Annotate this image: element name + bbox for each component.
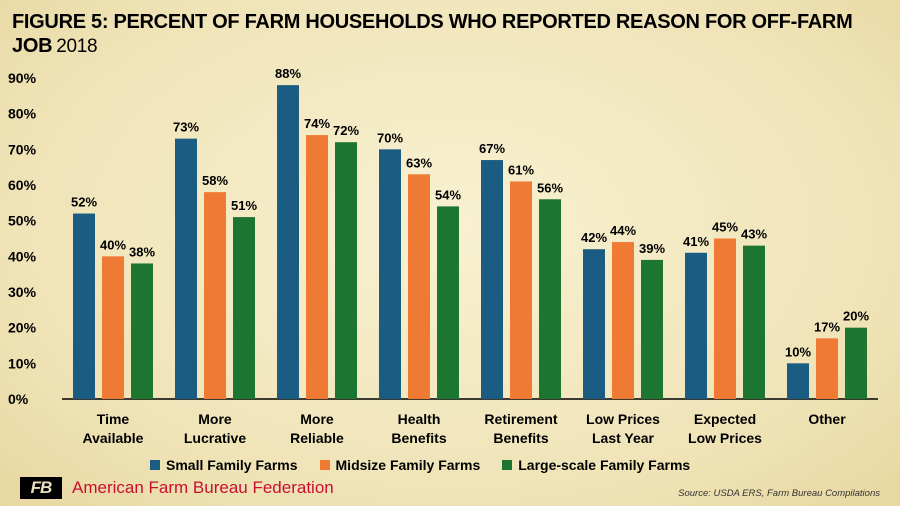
bar xyxy=(335,142,357,399)
bar xyxy=(73,213,95,399)
data-label: 41% xyxy=(683,234,709,249)
x-tick-label: Time xyxy=(97,411,130,427)
data-label: 39% xyxy=(639,241,665,256)
x-tick-label: Available xyxy=(83,430,144,446)
data-label: 45% xyxy=(712,220,738,235)
bar xyxy=(612,242,634,399)
y-tick-label: 70% xyxy=(8,141,37,157)
bar xyxy=(845,327,867,399)
x-tick-label: Expected xyxy=(694,411,756,427)
x-tick-label: More xyxy=(300,411,334,427)
bar xyxy=(233,217,255,399)
bar xyxy=(102,256,124,399)
afbf-logo-icon: FB xyxy=(20,477,62,499)
legend-item-small: Small Family Farms xyxy=(150,457,298,473)
x-tick-label: Other xyxy=(808,411,846,427)
y-tick-label: 80% xyxy=(8,106,37,122)
x-tick-label: Low Prices xyxy=(688,430,762,446)
legend-item-large: Large-scale Family Farms xyxy=(502,457,690,473)
data-label: 42% xyxy=(581,230,607,245)
y-tick-label: 10% xyxy=(8,355,37,371)
x-tick-label: Reliable xyxy=(290,430,344,446)
bar xyxy=(539,199,561,399)
legend-label-small: Small Family Farms xyxy=(166,457,298,473)
data-label: 43% xyxy=(741,227,767,242)
data-label: 73% xyxy=(173,120,199,135)
legend-swatch-large xyxy=(502,460,513,470)
legend: Small Family Farms Midsize Family Farms … xyxy=(150,457,690,473)
data-label: 10% xyxy=(785,344,811,359)
data-label: 51% xyxy=(231,198,257,213)
data-label: 38% xyxy=(129,244,155,259)
legend-swatch-midsize xyxy=(319,460,330,470)
x-tick-label: More xyxy=(198,411,232,427)
chart-title-text: FIGURE 5: PERCENT OF FARM HOUSEHOLDS WHO… xyxy=(12,11,853,57)
chart-title-year: 2018 xyxy=(56,36,98,57)
bar xyxy=(277,85,299,399)
bar xyxy=(685,252,707,399)
y-tick-label: 0% xyxy=(8,391,29,407)
data-label: 40% xyxy=(100,237,126,252)
y-tick-label: 60% xyxy=(8,177,37,193)
legend-item-midsize: Midsize Family Farms xyxy=(319,457,481,473)
x-tick-label: Benefits xyxy=(391,430,446,446)
bar xyxy=(481,160,503,399)
data-label: 70% xyxy=(377,130,403,145)
data-label: 63% xyxy=(406,155,432,170)
x-tick-label: Benefits xyxy=(493,430,548,446)
data-label: 56% xyxy=(537,180,563,195)
data-label: 54% xyxy=(435,187,461,202)
bar xyxy=(787,363,809,399)
legend-label-large: Large-scale Family Farms xyxy=(518,457,691,473)
footer-logo: FB American Farm Bureau Federation xyxy=(20,477,334,499)
data-label: 88% xyxy=(275,66,301,81)
data-label: 67% xyxy=(479,141,505,156)
chart-title: FIGURE 5: PERCENT OF FARM HOUSEHOLDS WHO… xyxy=(12,10,892,59)
bar xyxy=(714,238,736,399)
data-label: 44% xyxy=(610,223,636,238)
chart-title-block: FIGURE 5: PERCENT OF FARM HOUSEHOLDS WHO… xyxy=(12,10,892,59)
x-tick-label: Health xyxy=(398,411,441,427)
x-tick-label: Lucrative xyxy=(184,430,246,446)
x-tick-label: Last Year xyxy=(592,430,655,446)
bar xyxy=(131,263,153,399)
bar xyxy=(306,135,328,400)
bar xyxy=(641,259,663,399)
y-tick-label: 20% xyxy=(8,320,37,336)
bar xyxy=(204,192,226,399)
bar xyxy=(510,181,532,399)
data-label: 72% xyxy=(333,123,359,138)
data-label: 17% xyxy=(814,319,840,334)
bar xyxy=(437,206,459,399)
org-name: American Farm Bureau Federation xyxy=(72,478,334,497)
bar xyxy=(408,174,430,399)
data-label: 61% xyxy=(508,162,534,177)
data-label: 52% xyxy=(71,195,97,210)
source-note: Source: USDA ERS, Farm Bureau Compilatio… xyxy=(678,488,880,499)
bar xyxy=(379,149,401,399)
x-tick-label: Retirement xyxy=(484,411,557,427)
data-label: 58% xyxy=(202,173,228,188)
y-tick-label: 50% xyxy=(8,213,37,229)
bar xyxy=(583,249,605,399)
y-tick-label: 40% xyxy=(8,248,37,264)
bar xyxy=(743,245,765,399)
data-label: 74% xyxy=(304,116,330,131)
legend-swatch-small xyxy=(150,460,160,470)
y-tick-label: 30% xyxy=(8,284,37,300)
bar xyxy=(175,138,197,399)
legend-label-midsize: Midsize Family Farms xyxy=(335,457,481,473)
bar xyxy=(816,338,838,399)
data-label: 20% xyxy=(843,309,869,324)
y-tick-label: 90% xyxy=(8,70,37,86)
x-tick-label: Low Prices xyxy=(586,411,660,427)
